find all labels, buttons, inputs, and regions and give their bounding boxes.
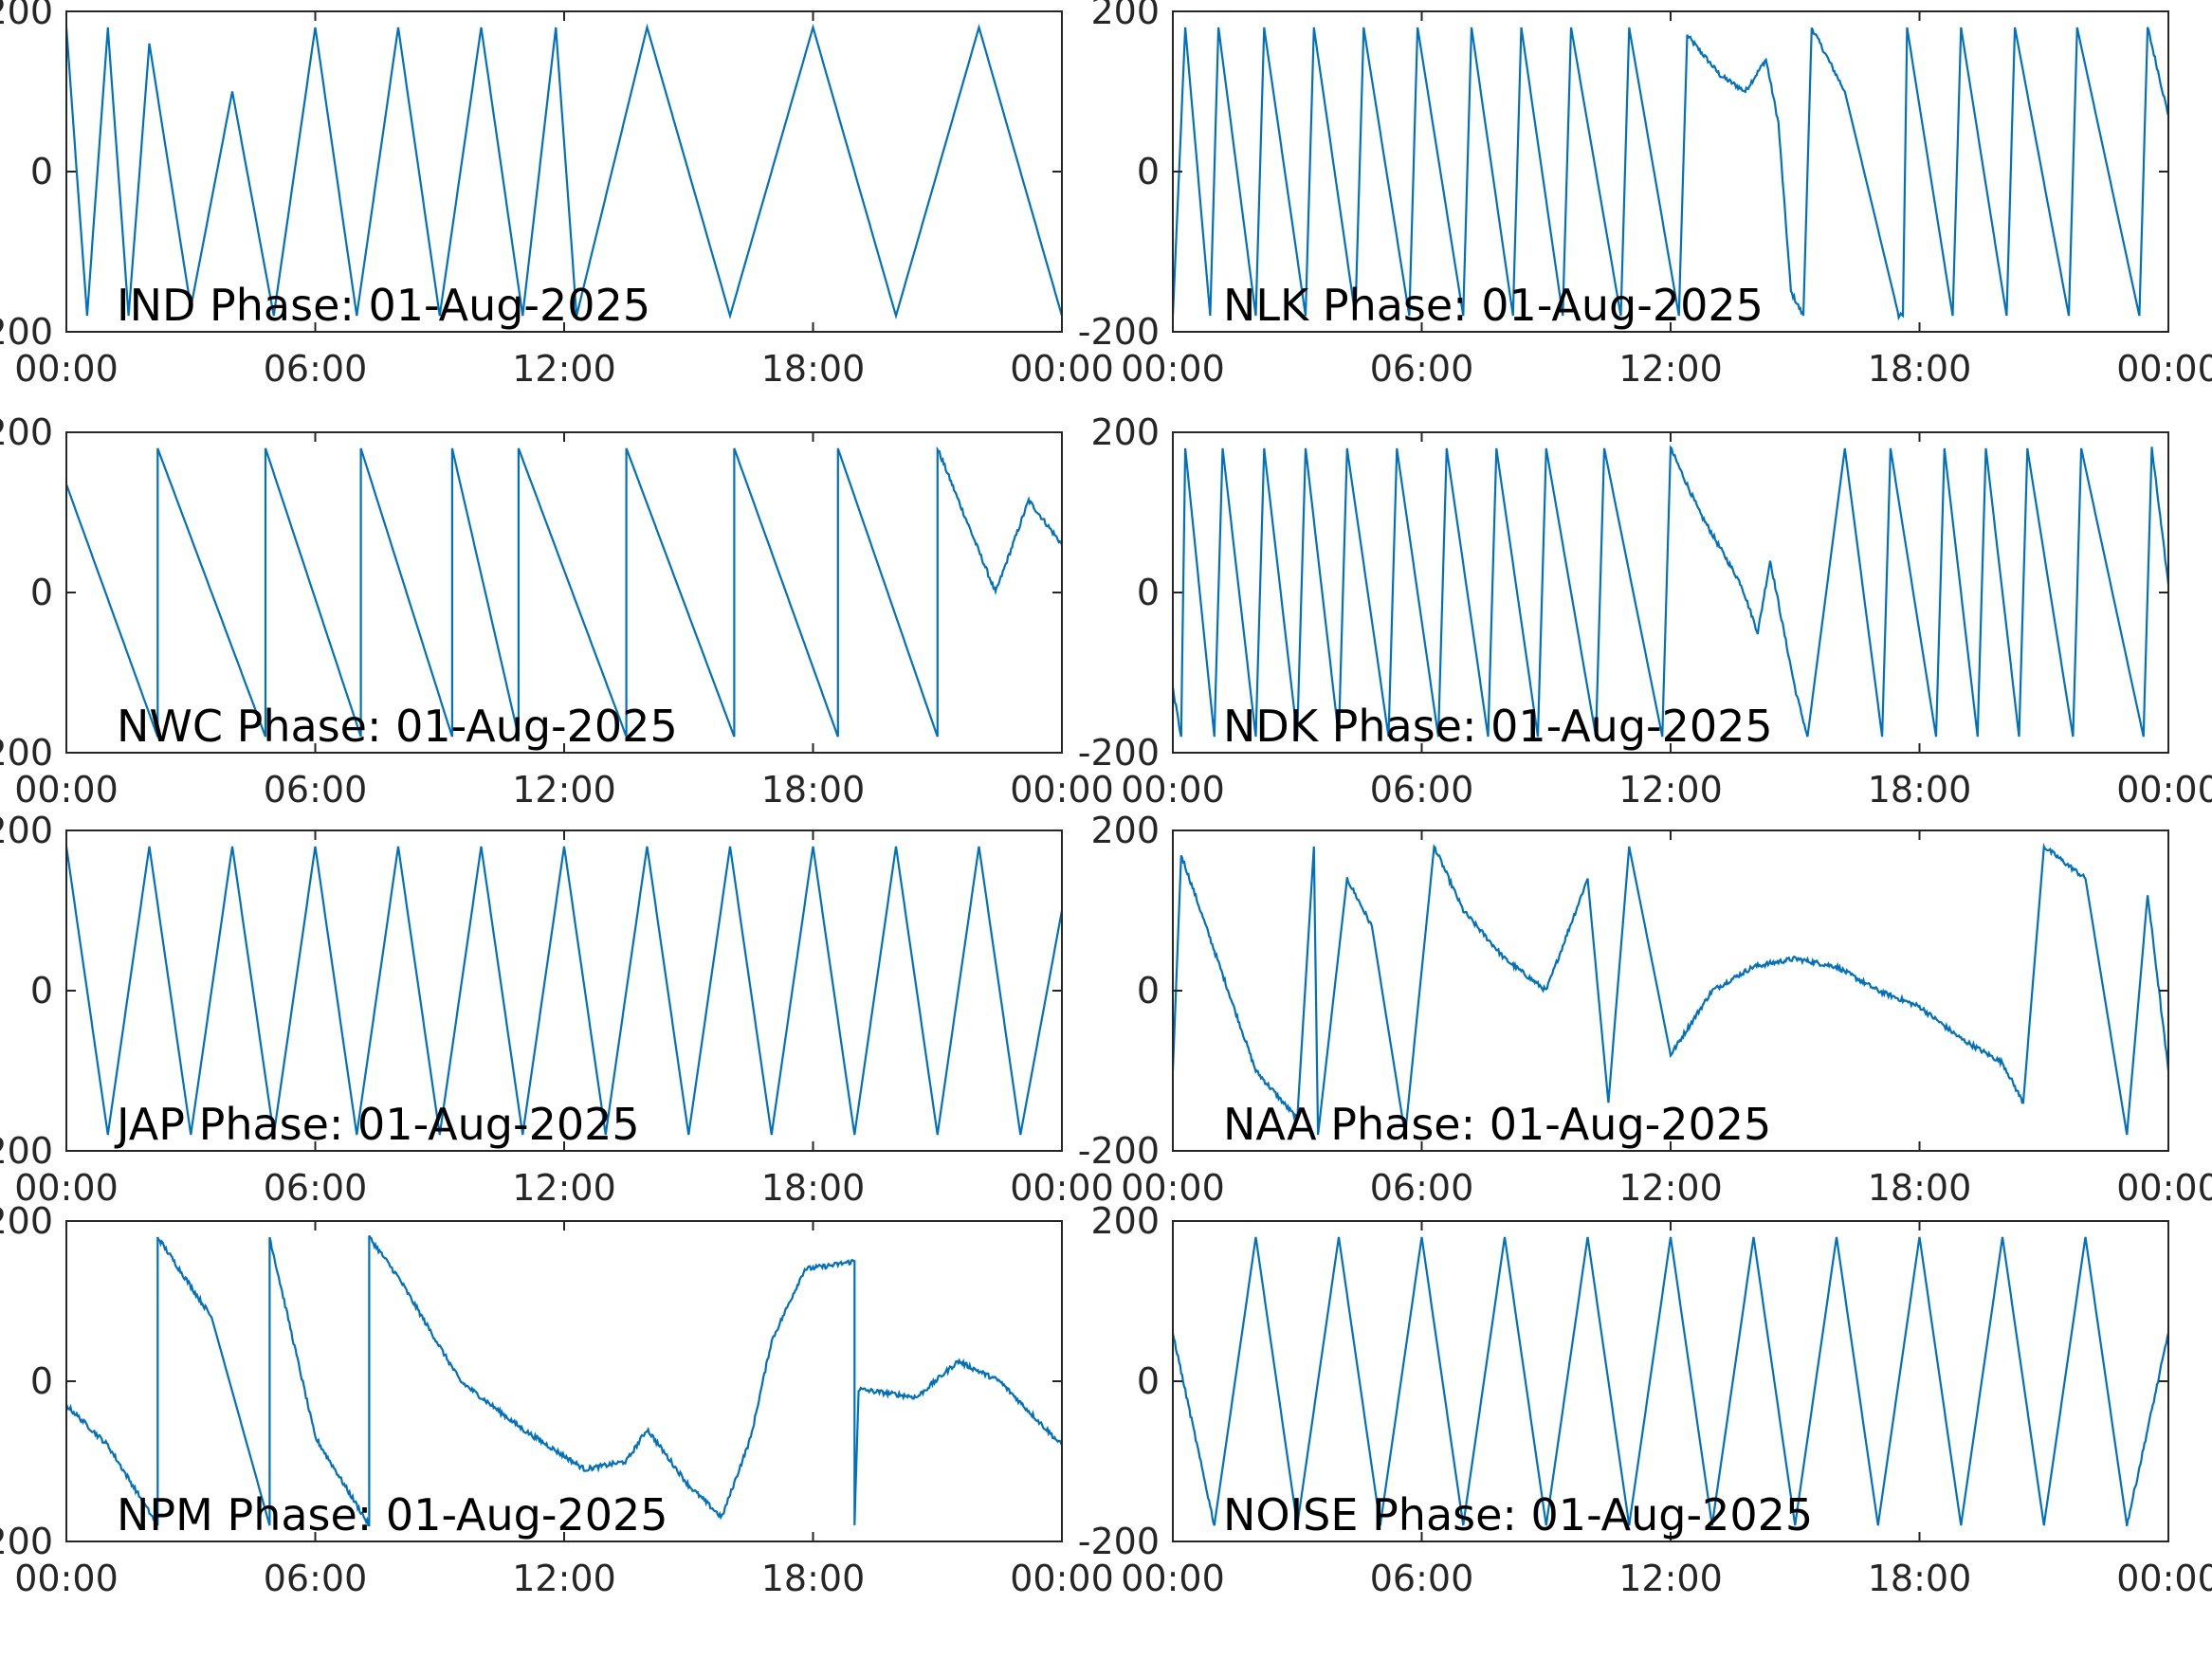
y-tick-label: 200 bbox=[0, 1200, 53, 1242]
phase-annotation: NAA Phase: 01-Aug-2025 bbox=[1223, 1099, 1771, 1150]
y-tick-label: -200 bbox=[0, 1130, 53, 1172]
series-line bbox=[1173, 27, 2168, 321]
x-tick-label: 18:00 bbox=[761, 769, 866, 811]
y-tick-label: 200 bbox=[0, 411, 53, 453]
x-tick-label: 00:00 bbox=[1121, 348, 1225, 390]
x-tick-label: 06:00 bbox=[264, 769, 368, 811]
x-tick-label: 06:00 bbox=[1370, 1558, 1474, 1599]
y-tick-label: -200 bbox=[1078, 311, 1160, 353]
x-tick-label: 18:00 bbox=[761, 1558, 866, 1599]
phase-annotation: NOISE Phase: 01-Aug-2025 bbox=[1223, 1489, 1813, 1540]
x-tick-label: 00:00 bbox=[2116, 769, 2212, 811]
y-tick-label: -200 bbox=[0, 311, 53, 353]
x-tick-label: 12:00 bbox=[1618, 769, 1723, 811]
phase-annotation: NPM Phase: 01-Aug-2025 bbox=[117, 1489, 668, 1540]
y-tick-label: -200 bbox=[0, 732, 53, 774]
x-tick-label: 18:00 bbox=[1868, 769, 1972, 811]
x-tick-label: 00:00 bbox=[2116, 1167, 2212, 1209]
x-tick-label: 00:00 bbox=[1010, 348, 1114, 390]
x-tick-label: 12:00 bbox=[512, 1558, 616, 1599]
y-tick-label: 0 bbox=[1137, 970, 1160, 1012]
x-tick-label: 18:00 bbox=[1868, 1167, 1972, 1209]
series-line bbox=[1173, 1236, 2168, 1526]
x-tick-label: 00:00 bbox=[14, 1558, 119, 1599]
series-line bbox=[1173, 842, 2168, 1136]
series-line bbox=[66, 846, 1062, 1136]
y-tick-label: 0 bbox=[30, 151, 53, 192]
x-tick-label: 00:00 bbox=[14, 348, 119, 390]
x-tick-label: 00:00 bbox=[14, 769, 119, 811]
y-tick-label: 0 bbox=[1137, 151, 1160, 192]
x-tick-label: 18:00 bbox=[761, 348, 866, 390]
x-tick-label: 12:00 bbox=[512, 1167, 616, 1209]
y-tick-label: -200 bbox=[1078, 1130, 1160, 1172]
phase-annotation: NWC Phase: 01-Aug-2025 bbox=[117, 701, 678, 752]
x-tick-label: 06:00 bbox=[1370, 1167, 1474, 1209]
x-tick-label: 00:00 bbox=[2116, 1558, 2212, 1599]
x-tick-label: 06:00 bbox=[264, 348, 368, 390]
x-tick-label: 00:00 bbox=[1010, 769, 1114, 811]
x-tick-label: 12:00 bbox=[512, 769, 616, 811]
x-tick-label: 00:00 bbox=[1010, 1558, 1114, 1599]
y-tick-label: 0 bbox=[30, 572, 53, 613]
x-tick-label: 12:00 bbox=[512, 348, 616, 390]
series-line bbox=[66, 23, 1062, 320]
x-tick-label: 18:00 bbox=[1868, 348, 1972, 390]
y-tick-label: 0 bbox=[30, 1360, 53, 1402]
y-tick-label: -200 bbox=[1078, 1521, 1160, 1562]
x-tick-label: 18:00 bbox=[1868, 1558, 1972, 1599]
phase-annotation: JAP Phase: 01-Aug-2025 bbox=[114, 1099, 640, 1150]
series-line bbox=[1173, 445, 2168, 738]
y-tick-label: 200 bbox=[1090, 1200, 1160, 1242]
phase-annotation: IND Phase: 01-Aug-2025 bbox=[117, 280, 650, 331]
x-tick-label: 12:00 bbox=[1618, 1167, 1723, 1209]
y-tick-label: 200 bbox=[0, 810, 53, 851]
x-tick-label: 06:00 bbox=[264, 1167, 368, 1209]
y-tick-label: 200 bbox=[1090, 411, 1160, 453]
x-tick-label: 12:00 bbox=[1618, 1558, 1723, 1599]
y-tick-label: 200 bbox=[0, 0, 53, 32]
y-tick-label: 200 bbox=[1090, 810, 1160, 851]
x-tick-label: 00:00 bbox=[1121, 769, 1225, 811]
y-tick-label: 0 bbox=[1137, 572, 1160, 613]
x-tick-label: 06:00 bbox=[1370, 348, 1474, 390]
x-tick-label: 00:00 bbox=[1121, 1558, 1225, 1599]
x-tick-label: 06:00 bbox=[264, 1558, 368, 1599]
x-tick-label: 00:00 bbox=[1121, 1167, 1225, 1209]
x-tick-label: 18:00 bbox=[761, 1167, 866, 1209]
y-tick-label: -200 bbox=[1078, 732, 1160, 774]
series-line bbox=[66, 1234, 1062, 1527]
y-tick-label: 200 bbox=[1090, 0, 1160, 32]
x-tick-label: 00:00 bbox=[2116, 348, 2212, 390]
y-tick-label: 0 bbox=[1137, 1360, 1160, 1402]
phase-annotation: NDK Phase: 01-Aug-2025 bbox=[1223, 701, 1773, 752]
series-line bbox=[66, 446, 1062, 738]
x-tick-label: 12:00 bbox=[1618, 348, 1723, 390]
x-tick-label: 06:00 bbox=[1370, 769, 1474, 811]
y-tick-label: 0 bbox=[30, 970, 53, 1012]
x-tick-label: 00:00 bbox=[1010, 1167, 1114, 1209]
x-tick-label: 00:00 bbox=[14, 1167, 119, 1209]
phase-annotation: NLK Phase: 01-Aug-2025 bbox=[1223, 280, 1764, 331]
y-tick-label: -200 bbox=[0, 1521, 53, 1562]
